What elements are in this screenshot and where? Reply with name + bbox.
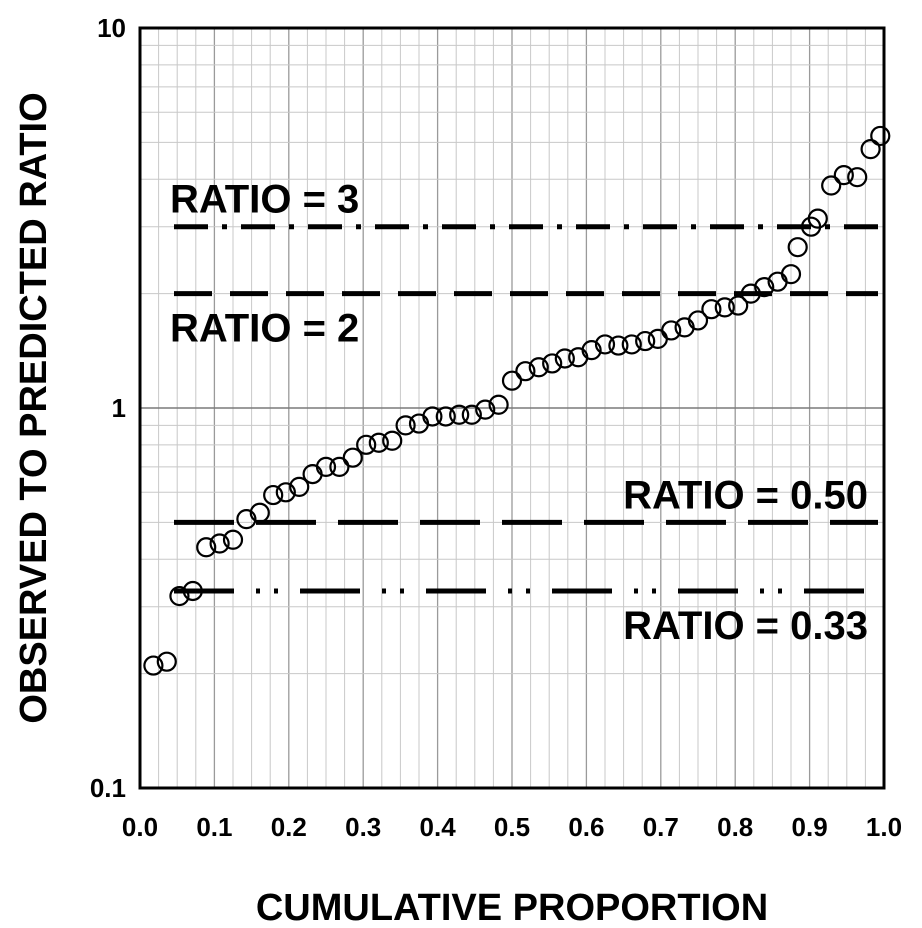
data-point	[449, 404, 470, 425]
x-tick-label: 0.7	[643, 812, 679, 842]
x-tick-label: 0.8	[717, 812, 753, 842]
y-tick-label: 10	[97, 13, 126, 43]
data-point	[302, 463, 323, 485]
y-tick-label: 0.1	[90, 773, 126, 803]
x-tick-label: 0.5	[494, 812, 530, 842]
data-point	[821, 175, 842, 196]
x-tick-label: 0.0	[122, 812, 158, 842]
x-tick-label: 0.2	[271, 812, 307, 842]
data-point	[275, 482, 296, 503]
reference-line-label-3: RATIO = 0.33	[623, 604, 868, 648]
data-point	[687, 310, 709, 331]
y-axis-ticks: 0.1 1 10	[90, 13, 126, 803]
data-point	[860, 139, 881, 160]
reference-lines	[174, 224, 878, 594]
data-point	[608, 335, 629, 356]
data-point	[581, 340, 602, 361]
data-point	[475, 399, 496, 420]
data-point	[870, 125, 891, 147]
x-axis-ticks: 0.0 0.1 0.2 0.3 0.4 0.5 0.6 0.7 0.8 0.9 1.0	[122, 812, 902, 842]
data-point	[701, 299, 722, 320]
data-points	[143, 125, 891, 676]
data-point	[728, 295, 749, 316]
data-point	[594, 334, 616, 355]
reference-line-labels: RATIO = 3 RATIO = 2 RATIO = 0.50 RATIO = 0.…	[170, 178, 868, 648]
x-tick-label: 0.9	[792, 812, 828, 842]
data-point	[833, 165, 854, 186]
data-point	[209, 533, 230, 554]
data-point	[356, 434, 377, 455]
data-point	[368, 432, 389, 453]
data-point	[714, 297, 735, 318]
x-tick-label: 0.4	[420, 812, 457, 842]
data-point	[236, 509, 257, 530]
data-point	[182, 580, 203, 602]
data-point	[156, 651, 177, 672]
data-point	[488, 394, 509, 415]
x-tick-label: 1.0	[866, 812, 902, 842]
data-point	[461, 404, 482, 425]
data-point	[315, 456, 337, 477]
data-point	[196, 537, 217, 558]
reference-line-label-1: RATIO = 2	[170, 307, 359, 351]
x-tick-label: 0.3	[345, 812, 381, 842]
data-point	[289, 476, 310, 497]
reference-line-label-2: RATIO = 0.50	[623, 473, 868, 517]
plot-grid	[140, 28, 884, 788]
data-point	[542, 353, 563, 374]
x-axis-title: CUMULATIVE PROPORTION	[256, 887, 768, 928]
data-point	[515, 361, 536, 382]
data-point	[329, 456, 350, 477]
data-point	[169, 585, 190, 607]
data-point	[754, 277, 775, 298]
data-point	[395, 415, 416, 436]
data-point	[621, 334, 642, 355]
data-point	[143, 655, 164, 676]
data-point	[807, 208, 828, 229]
data-point	[528, 357, 549, 378]
data-point	[422, 406, 443, 427]
data-point	[780, 264, 802, 285]
data-point	[263, 484, 284, 506]
plot-area-frame	[138, 26, 886, 790]
x-tick-label: 0.6	[568, 812, 604, 842]
y-tick-label: 1	[112, 393, 126, 423]
reference-line-label-0: RATIO = 3	[170, 178, 359, 222]
data-point	[342, 447, 363, 468]
y-axis-title: OBSERVED TO PREDICTED RATIO	[13, 92, 55, 723]
data-point	[435, 406, 456, 427]
x-tick-label: 0.1	[196, 812, 232, 842]
data-point	[249, 502, 270, 523]
data-point	[222, 529, 244, 550]
data-point	[847, 167, 868, 188]
data-point	[647, 328, 668, 349]
data-point	[740, 283, 761, 304]
data-point	[501, 370, 523, 391]
data-point	[635, 330, 656, 352]
data-point	[661, 320, 682, 341]
data-point	[554, 348, 575, 369]
data-point	[787, 237, 808, 258]
data-point	[382, 430, 403, 451]
